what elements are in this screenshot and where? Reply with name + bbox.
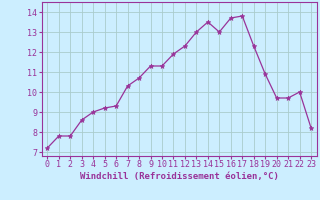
X-axis label: Windchill (Refroidissement éolien,°C): Windchill (Refroidissement éolien,°C): [80, 172, 279, 181]
